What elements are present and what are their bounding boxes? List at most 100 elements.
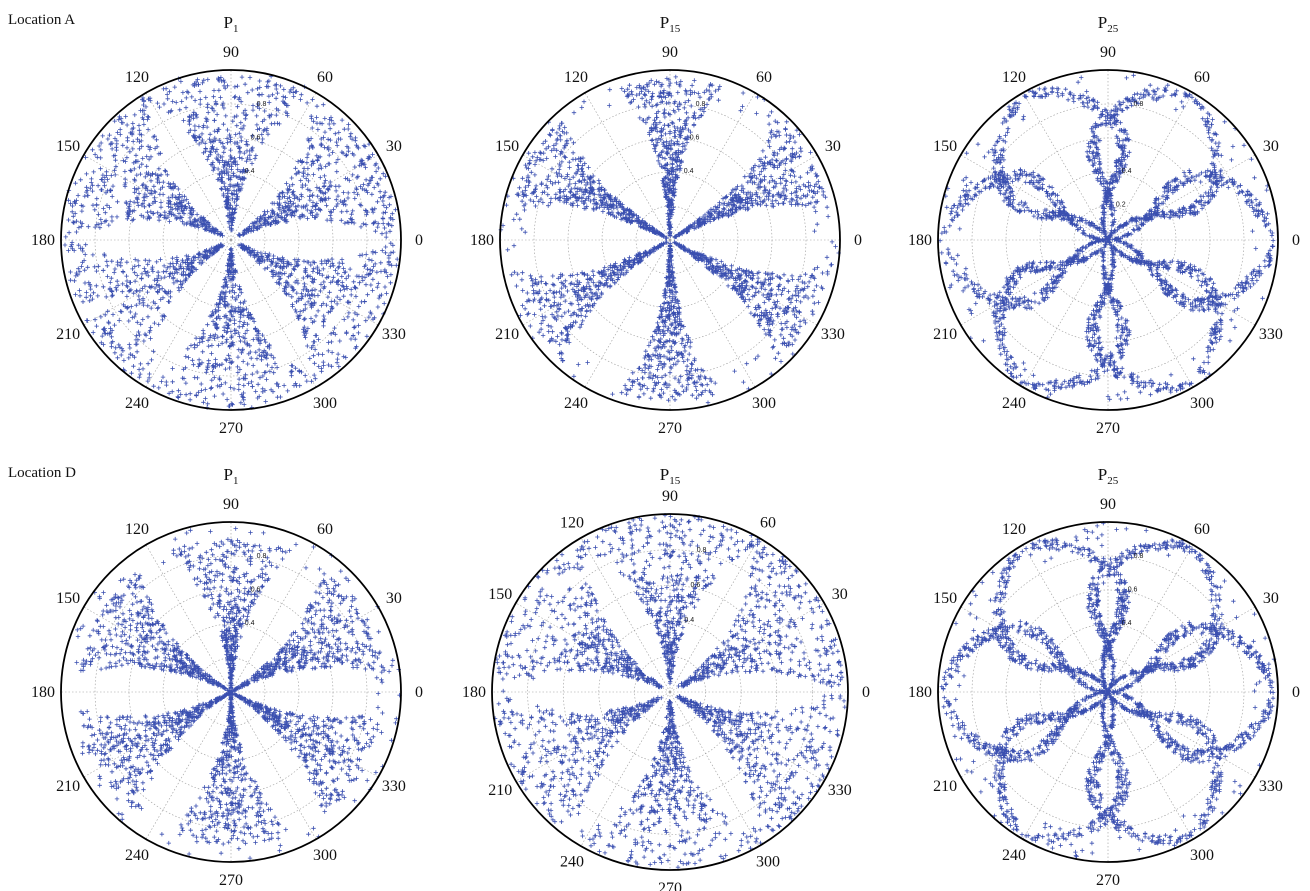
- grid-spoke: [669, 92, 756, 241]
- panel-title: P1: [224, 13, 239, 35]
- row-label-location-a: Location A: [8, 12, 76, 28]
- grid-circle: [1073, 205, 1143, 275]
- angle-tick-label: 330: [382, 326, 406, 343]
- scatter-points: [498, 74, 841, 405]
- grid-spoke: [1107, 239, 1194, 388]
- angle-tick-label: 300: [313, 395, 337, 412]
- angle-tick-label: 300: [313, 847, 337, 864]
- angle-tick-label: 270: [658, 420, 682, 437]
- radial-tick-label: 0.8: [257, 101, 267, 108]
- radial-tick-label: 0.8: [697, 547, 707, 554]
- angle-tick-label: 180: [470, 232, 494, 249]
- radial-tick-label: 0.4: [684, 617, 694, 624]
- angle-tick-label: 120: [1002, 521, 1026, 538]
- grid-circle: [94, 555, 368, 829]
- angle-tick-label: 30: [832, 586, 848, 603]
- grid-spoke: [1022, 691, 1109, 840]
- angle-tick-label: 120: [1002, 69, 1026, 86]
- scatter-points: [74, 526, 402, 861]
- radial-tick-label: 0.4: [1122, 168, 1132, 175]
- grid-circle: [533, 103, 807, 377]
- angle-tick-label: 240: [125, 395, 149, 412]
- radial-tick-label: 0.2: [1116, 202, 1126, 209]
- grid-spoke: [230, 691, 317, 840]
- angle-tick-label: 210: [488, 782, 512, 799]
- grid-spoke: [1107, 691, 1194, 840]
- radial-tick-label: 0.6: [251, 135, 261, 142]
- grid-spoke: [230, 92, 317, 241]
- angle-tick-label: 240: [564, 395, 588, 412]
- scatter-points: [937, 73, 1276, 402]
- polar-panel-5: P15 0.4 0.6 0.8 0 30 60 90 120 150 180 210 240 270 300…: [462, 465, 870, 891]
- radial-tick-label: 0.4: [245, 168, 255, 175]
- angle-tick-label: 210: [933, 326, 957, 343]
- angle-tick-label: 180: [462, 684, 486, 701]
- panel-title: P25: [1098, 13, 1119, 35]
- angle-tick-label: 90: [223, 44, 239, 61]
- angle-tick-label: 0: [415, 232, 423, 249]
- angle-tick-label: 90: [1100, 496, 1116, 513]
- angle-tick-label: 30: [386, 138, 402, 155]
- grid-spoke: [1107, 92, 1194, 241]
- grid-spoke: [145, 239, 232, 388]
- grid-spoke: [1022, 92, 1109, 241]
- angle-tick-label: 300: [756, 854, 780, 871]
- angle-tick-label: 180: [31, 684, 55, 701]
- angle-tick-label: 270: [219, 872, 243, 889]
- panel-title: P15: [660, 465, 681, 487]
- angle-tick-label: 120: [564, 69, 588, 86]
- angle-tick-label: 90: [223, 496, 239, 513]
- angle-tick-label: 330: [1259, 326, 1283, 343]
- angle-tick-label: 210: [56, 778, 80, 795]
- radial-tick-label: 0.4: [245, 620, 255, 627]
- grid-spoke: [580, 691, 671, 847]
- grid-spoke: [1022, 544, 1109, 693]
- polar-frame: [60, 69, 402, 411]
- angle-tick-label: 270: [219, 420, 243, 437]
- radial-tick-label: 0.8: [696, 101, 706, 108]
- angle-tick-label: 30: [825, 138, 841, 155]
- grid-spoke: [580, 537, 671, 693]
- grid-spoke: [145, 544, 232, 693]
- angle-tick-label: 150: [933, 138, 957, 155]
- angle-tick-label: 30: [1263, 138, 1279, 155]
- angle-tick-label: 300: [1190, 395, 1214, 412]
- angle-tick-label: 150: [488, 586, 512, 603]
- angle-tick-label: 210: [495, 326, 519, 343]
- panel-title: P15: [660, 13, 681, 35]
- grid-spoke: [669, 691, 760, 847]
- angle-tick-label: 180: [31, 232, 55, 249]
- polar-panel-1: P1 0.4 0.6 0.8 0 30 60 90 120 150 180 210 240 270 300 3…: [31, 13, 423, 437]
- angle-tick-label: 330: [1259, 778, 1283, 795]
- grid-spoke: [1107, 606, 1256, 693]
- grid-spoke: [960, 606, 1109, 693]
- radial-tick-label: 0.6: [1128, 587, 1138, 594]
- angle-tick-label: 180: [908, 684, 932, 701]
- angle-tick-label: 0: [1292, 232, 1300, 249]
- angle-tick-label: 270: [658, 880, 682, 891]
- polar-frame: [491, 513, 849, 871]
- panel-title: P1: [224, 465, 239, 487]
- angle-tick-label: 90: [662, 44, 678, 61]
- angle-tick-label: 30: [386, 590, 402, 607]
- angle-tick-label: 330: [821, 326, 845, 343]
- grid-spoke: [1022, 239, 1109, 388]
- angle-tick-label: 30: [1263, 590, 1279, 607]
- grid-spoke: [1107, 691, 1256, 778]
- grid-circle: [971, 555, 1245, 829]
- grid-spoke: [230, 239, 317, 388]
- angle-tick-label: 150: [495, 138, 519, 155]
- grid-circle: [94, 103, 368, 377]
- grid-spoke: [669, 537, 760, 693]
- angle-tick-label: 60: [756, 69, 772, 86]
- angle-tick-label: 0: [862, 684, 870, 701]
- angle-tick-label: 210: [933, 778, 957, 795]
- angle-tick-label: 270: [1096, 420, 1120, 437]
- grid-spoke: [230, 544, 317, 693]
- angle-tick-label: 0: [415, 684, 423, 701]
- angle-tick-label: 90: [662, 488, 678, 505]
- grid-spoke: [669, 154, 818, 241]
- radial-tick-label: 0.4: [1122, 620, 1132, 627]
